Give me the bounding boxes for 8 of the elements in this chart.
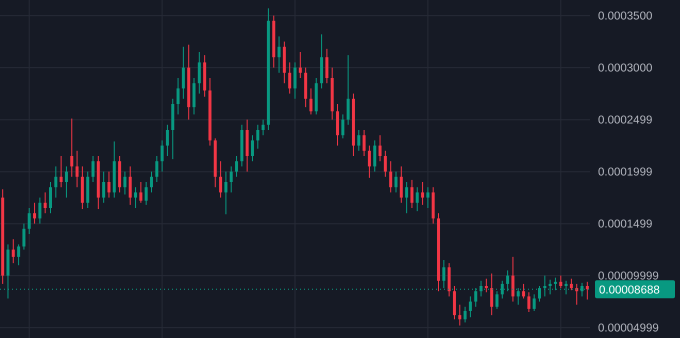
y-tick-label: 0.0003000 [598,62,652,75]
y-tick-label: 0.0001499 [598,218,652,231]
y-tick-label: 0.0001999 [598,166,652,179]
y-tick-label: 0.00009999 [598,270,659,283]
ref-line-label: 0.00008688 [599,284,660,296]
y-tick-label: 0.0002499 [598,114,652,127]
y-tick-label: 0.00004999 [598,322,659,335]
y-tick-label: 0.0003500 [598,10,652,23]
